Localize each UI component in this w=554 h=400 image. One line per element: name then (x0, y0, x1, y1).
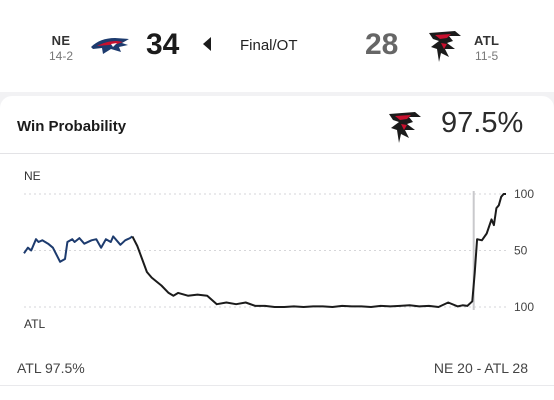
footer-right-text: NE 20 - ATL 28 (433, 360, 528, 376)
scoreboard: NE 14-2 34 Final/OT 28 ATL 11-5 (0, 0, 554, 92)
footer-divider (0, 385, 554, 386)
away-team-abbr: ATL (474, 33, 500, 48)
patriots-logo-icon (91, 38, 129, 54)
home-score: 34 (146, 28, 180, 61)
game-status: Final/OT (240, 37, 298, 54)
home-team-record: 14-2 (49, 49, 74, 63)
home-team[interactable]: NE 14-2 (49, 33, 73, 63)
away-team-record: 11-5 (475, 49, 499, 63)
card-divider (0, 153, 554, 154)
falcons-logo-icon (429, 31, 461, 62)
win-probability-chart[interactable]: NE ATL 100 50 100 (0, 165, 554, 345)
series-line-atl (131, 193, 506, 308)
winner-arrow-icon (203, 37, 211, 51)
y-tick-label: 100 (514, 187, 534, 201)
series-line-ne (23, 235, 133, 263)
away-team[interactable]: ATL 11-5 (474, 33, 499, 63)
away-score: 28 (365, 28, 399, 61)
card-title: Win Probability (17, 118, 127, 135)
chart-label-bottom: ATL (24, 317, 45, 331)
win-probability-card: Win Probability 97.5% (0, 96, 554, 400)
home-team-abbr: NE (51, 33, 71, 48)
chart-label-top: NE (24, 169, 41, 183)
win-probability-value: 97.5% (441, 107, 524, 139)
y-tick-label: 50 (514, 244, 528, 258)
falcons-logo-icon (389, 112, 421, 143)
y-tick-label: 100 (514, 300, 534, 314)
footer-left-text: ATL 97.5% (17, 360, 85, 376)
